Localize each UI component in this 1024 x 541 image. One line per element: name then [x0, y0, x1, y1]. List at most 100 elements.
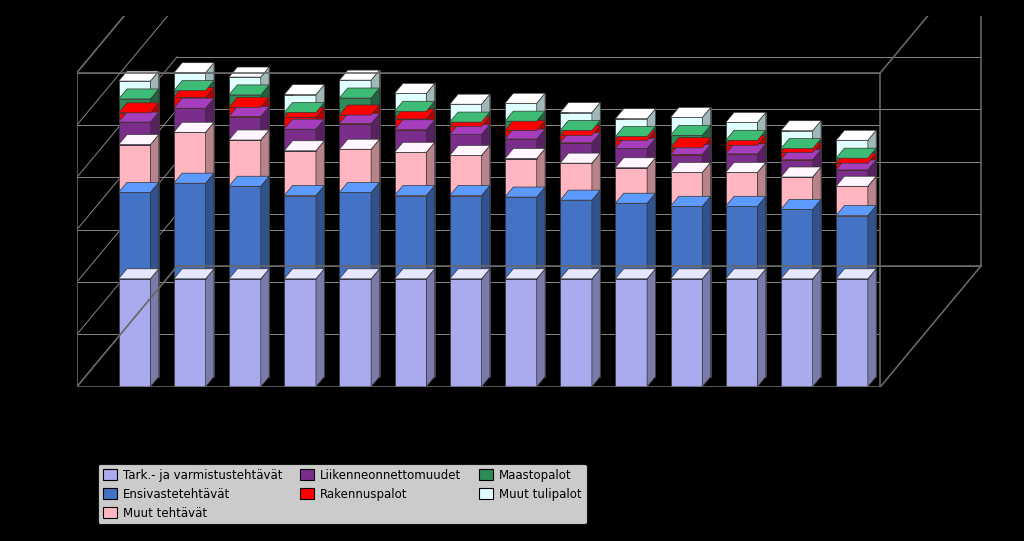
Polygon shape — [450, 186, 489, 195]
Polygon shape — [450, 94, 489, 104]
Bar — [119, 279, 151, 387]
Bar — [450, 127, 481, 135]
Bar — [394, 195, 426, 279]
Polygon shape — [758, 135, 766, 154]
Polygon shape — [316, 108, 325, 129]
Polygon shape — [537, 111, 545, 130]
Legend: Tark.- ja varmistustehtävät, Ensivastetehtävät, Muut tehtävät, Liikenneonnettomu: Tark.- ja varmistustehtävät, Ensivastete… — [98, 464, 587, 524]
Polygon shape — [592, 121, 600, 135]
Bar — [790, 150, 821, 167]
Bar — [679, 137, 711, 144]
Bar — [679, 126, 711, 137]
Polygon shape — [702, 196, 711, 279]
Bar — [348, 139, 380, 182]
Bar — [229, 140, 261, 186]
Polygon shape — [174, 269, 214, 279]
Polygon shape — [119, 112, 159, 122]
Bar — [505, 139, 537, 159]
Polygon shape — [339, 269, 380, 279]
Polygon shape — [813, 200, 821, 279]
Bar — [450, 155, 481, 195]
Bar — [119, 81, 151, 99]
Bar — [679, 269, 711, 377]
Bar — [513, 121, 545, 129]
Polygon shape — [151, 112, 159, 144]
Bar — [174, 108, 206, 133]
Polygon shape — [426, 120, 435, 153]
Polygon shape — [394, 109, 435, 119]
Bar — [671, 117, 702, 135]
Polygon shape — [394, 269, 435, 279]
Polygon shape — [371, 105, 380, 124]
Polygon shape — [615, 127, 655, 137]
Bar — [568, 269, 600, 377]
Bar — [182, 88, 214, 98]
Bar — [450, 195, 481, 279]
Bar — [402, 109, 435, 120]
Polygon shape — [450, 269, 489, 279]
Bar — [671, 135, 702, 148]
Bar — [394, 130, 426, 153]
Bar — [615, 118, 647, 137]
Polygon shape — [726, 162, 766, 173]
Bar — [671, 155, 702, 173]
Bar — [293, 141, 325, 186]
Bar — [734, 144, 766, 162]
Polygon shape — [426, 101, 435, 119]
Polygon shape — [868, 176, 877, 216]
Bar — [127, 269, 159, 377]
Bar — [119, 144, 151, 193]
Bar — [119, 113, 151, 122]
Polygon shape — [505, 129, 545, 139]
Bar — [285, 195, 316, 279]
Bar — [339, 193, 371, 279]
Polygon shape — [671, 269, 711, 279]
Polygon shape — [371, 114, 380, 149]
Bar — [238, 107, 269, 130]
Bar — [615, 279, 647, 387]
Polygon shape — [813, 121, 821, 149]
Polygon shape — [481, 116, 489, 135]
Polygon shape — [592, 126, 600, 143]
Bar — [458, 112, 489, 116]
Polygon shape — [702, 162, 711, 206]
Polygon shape — [261, 269, 269, 387]
Bar — [836, 279, 868, 387]
Bar — [450, 135, 481, 155]
Bar — [790, 142, 821, 150]
Polygon shape — [671, 196, 711, 206]
Bar — [624, 158, 655, 193]
Bar — [174, 72, 206, 91]
Polygon shape — [671, 162, 711, 173]
Bar — [182, 269, 214, 377]
Bar — [790, 167, 821, 200]
Bar — [781, 149, 813, 153]
Polygon shape — [537, 269, 545, 387]
Bar — [402, 101, 435, 109]
Polygon shape — [481, 186, 489, 279]
Polygon shape — [726, 144, 766, 154]
Polygon shape — [781, 269, 821, 279]
Bar — [513, 93, 545, 111]
Polygon shape — [537, 187, 545, 279]
Bar — [615, 203, 647, 279]
Bar — [348, 269, 380, 377]
Bar — [734, 196, 766, 269]
Bar — [836, 163, 868, 170]
Bar — [229, 77, 261, 95]
Polygon shape — [781, 150, 821, 160]
Bar — [726, 206, 758, 279]
Polygon shape — [394, 142, 435, 153]
Polygon shape — [647, 109, 655, 137]
Polygon shape — [615, 158, 655, 168]
Bar — [671, 206, 702, 279]
Polygon shape — [836, 160, 877, 170]
Bar — [505, 103, 537, 121]
Bar — [781, 131, 813, 149]
Polygon shape — [285, 84, 325, 95]
Bar — [293, 84, 325, 102]
Polygon shape — [285, 269, 325, 279]
Bar — [513, 269, 545, 377]
Polygon shape — [647, 193, 655, 279]
Bar — [781, 209, 813, 279]
